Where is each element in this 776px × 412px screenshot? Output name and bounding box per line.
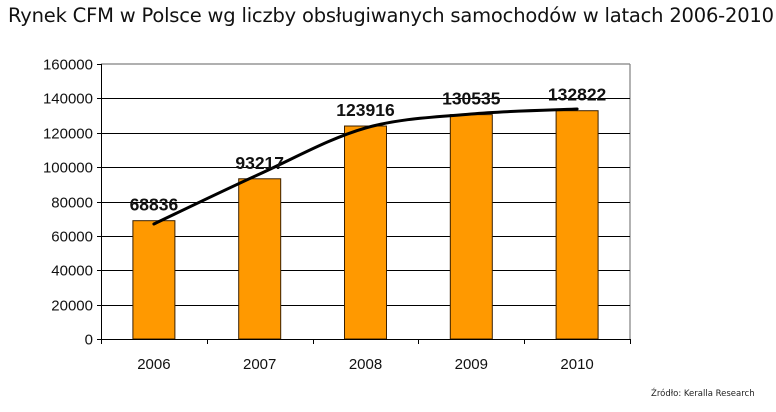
y-tick-label: 40000 [51,263,93,280]
y-tick-label: 120000 [43,126,93,143]
data-label: 123916 [336,100,395,120]
y-tick-label: 160000 [43,57,93,74]
y-tick-label: 80000 [51,195,93,212]
x-tick-label: 2008 [349,356,382,373]
source-note: Źródło: Keralla Research [651,389,755,399]
bar-2009 [449,114,493,340]
x-axis: 2006 2007 2008 2009 2010 [101,64,631,373]
y-axis-ticks: 0 20000 40000 60000 80000 100000 120000 140000 1… [43,57,93,349]
bars [132,110,599,340]
x-tick-label: 2007 [243,356,276,373]
y-tick-label: 100000 [43,160,93,177]
y-tick-label: 140000 [43,91,93,108]
bar-2006 [132,220,176,340]
bar-2008 [344,125,387,340]
data-label: 130535 [442,89,501,109]
chart-title: Rynek CFM w Polsce wg liczby obsługiwany… [8,4,774,27]
x-tick-label: 2010 [560,356,593,373]
y-tick-label: 60000 [51,229,93,246]
data-labels: 68836 93217 123916 130535 132822 [130,85,607,215]
bar-2010 [555,110,599,340]
y-tick-label: 0 [85,332,93,349]
x-tick-label: 2009 [455,356,488,373]
y-tick-label: 20000 [51,298,93,315]
data-label: 93217 [235,153,284,173]
trend-line [152,107,579,226]
data-label: 132822 [548,85,607,105]
x-tick-label: 2006 [137,356,170,373]
data-label: 68836 [130,195,179,215]
bar-2007 [238,178,282,340]
